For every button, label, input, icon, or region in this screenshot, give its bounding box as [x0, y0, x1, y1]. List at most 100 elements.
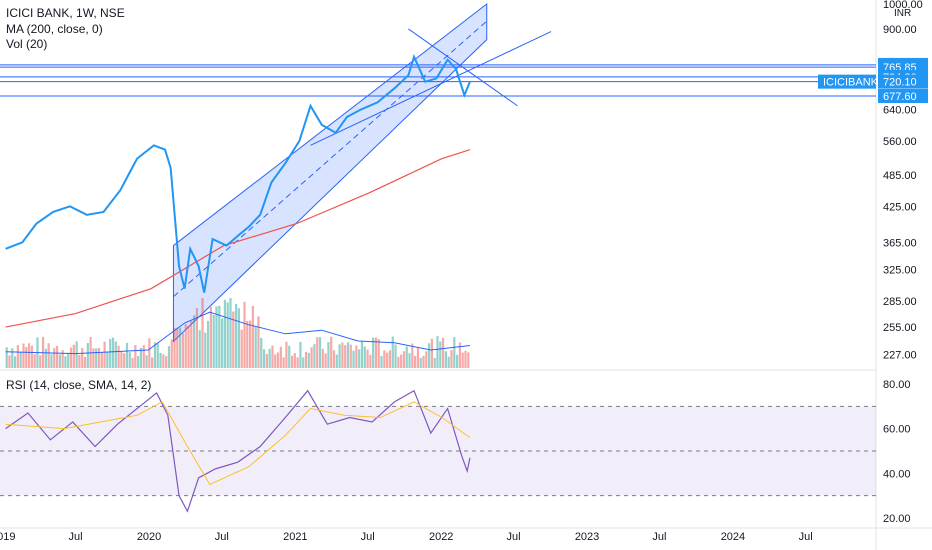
volume-bar — [137, 356, 140, 368]
volume-bar — [209, 306, 213, 368]
volume-bar — [262, 349, 266, 368]
volume-bar — [419, 357, 422, 368]
volume-bar — [145, 355, 148, 368]
volume-bar — [50, 354, 53, 368]
volume-bar — [316, 337, 319, 368]
volume-bar — [257, 316, 260, 368]
volume-bar — [111, 337, 115, 368]
volume-bar — [307, 352, 310, 368]
volume-bar — [11, 348, 14, 368]
volume-bar — [64, 356, 67, 368]
volume-bar — [330, 336, 333, 368]
volume-bar — [190, 320, 193, 368]
time-axis-label: 2019 — [0, 531, 15, 543]
symbol-label-bg — [818, 74, 876, 89]
rsi-axis-label: 80.00 — [883, 379, 911, 391]
volume-bar — [430, 338, 434, 368]
volume-bar — [268, 348, 271, 368]
volume-bar — [109, 339, 112, 368]
volume-bar — [27, 343, 31, 368]
volume-bar — [271, 345, 274, 368]
volume-bar — [416, 347, 420, 368]
price-axis-label: 900.00 — [883, 24, 917, 36]
currency-label: INR — [894, 8, 911, 19]
volume-bar — [212, 314, 215, 368]
volume-bar — [299, 341, 302, 368]
volume-bar — [47, 343, 50, 368]
volume-bar — [33, 354, 36, 368]
volume-bar — [207, 320, 210, 368]
volume-bar — [374, 337, 378, 368]
volume-bar — [335, 354, 338, 368]
volume-bar — [363, 346, 366, 368]
volume-bar — [86, 343, 89, 368]
volume-bar — [327, 342, 330, 368]
volume-bar — [153, 342, 157, 368]
volume-bar — [193, 315, 196, 368]
volume-bar — [411, 343, 414, 368]
price-line — [5, 53, 471, 293]
volume-bar — [458, 342, 461, 368]
volume-bar — [198, 330, 201, 368]
time-axis-label: Jul — [361, 531, 375, 543]
time-axis: 2019 Jul 2020 Jul 2021 Jul 2022 Jul 2023 Jul 2024 J… — [0, 531, 813, 543]
price-label: 677.60 — [883, 91, 917, 103]
volume-bar — [461, 352, 464, 368]
volume-bar — [377, 338, 380, 368]
price-label-bg — [878, 89, 928, 104]
time-axis-label: Jul — [652, 531, 666, 543]
volume-bar — [232, 311, 235, 368]
volume-bar — [372, 337, 375, 368]
volume-bar — [114, 341, 117, 368]
volume-bar — [81, 348, 84, 368]
volume-bar — [61, 350, 64, 368]
volume-bar — [223, 299, 226, 368]
volume-bar — [444, 351, 447, 368]
volume-bar — [321, 348, 324, 368]
volume-bar — [162, 354, 165, 368]
volume-bar — [243, 301, 246, 368]
price-axis-label: 227.00 — [883, 350, 917, 362]
price-axis: 1000.00 900.00 640.00 560.00 485.00 425.00 365… — [818, 0, 928, 525]
volume-bar — [453, 337, 456, 368]
volume-bar — [53, 348, 56, 368]
volume-bar — [72, 344, 75, 368]
volume-bar — [358, 349, 361, 368]
volume-bar — [120, 350, 123, 368]
volume-bar — [447, 356, 450, 368]
volume-bar — [313, 344, 316, 368]
volume-bar — [25, 347, 28, 368]
volume-bar — [204, 332, 207, 368]
rsi-legend[interactable]: RSI (14, close, SMA, 14, 2) — [6, 378, 152, 392]
price-axis-label: 365.00 — [883, 237, 917, 249]
ma-legend[interactable]: MA (200, close, 0) — [6, 22, 103, 36]
volume-bar — [341, 342, 344, 368]
volume-bar — [441, 337, 445, 368]
vol-legend[interactable]: Vol (20) — [6, 37, 48, 51]
price-label: 720.10 — [883, 77, 917, 89]
volume-bar — [92, 348, 95, 368]
volume-bar — [58, 354, 61, 368]
volume-bar — [425, 351, 428, 368]
symbol-legend[interactable]: ICICI BANK, 1W, NSE — [6, 6, 125, 20]
volume-bar — [355, 345, 358, 368]
channel-fill — [172, 2, 488, 343]
volume-bar — [165, 356, 168, 368]
price-axis-label: 1000.00 — [883, 0, 923, 11]
volume-bar — [346, 342, 350, 368]
volume-bar — [386, 352, 389, 368]
volume-bar — [148, 338, 151, 368]
volume-bar — [195, 308, 199, 368]
rsi-ma-line — [5, 401, 471, 486]
volume-bar — [282, 357, 285, 368]
volume-bar — [428, 343, 431, 368]
volume-bar — [383, 350, 386, 368]
volume-bar — [226, 302, 229, 368]
volume-bar — [75, 341, 78, 368]
volume-bar — [422, 355, 425, 368]
volume-bar — [134, 345, 137, 368]
volume-bar — [39, 355, 42, 368]
time-axis-label: Jul — [215, 531, 229, 543]
